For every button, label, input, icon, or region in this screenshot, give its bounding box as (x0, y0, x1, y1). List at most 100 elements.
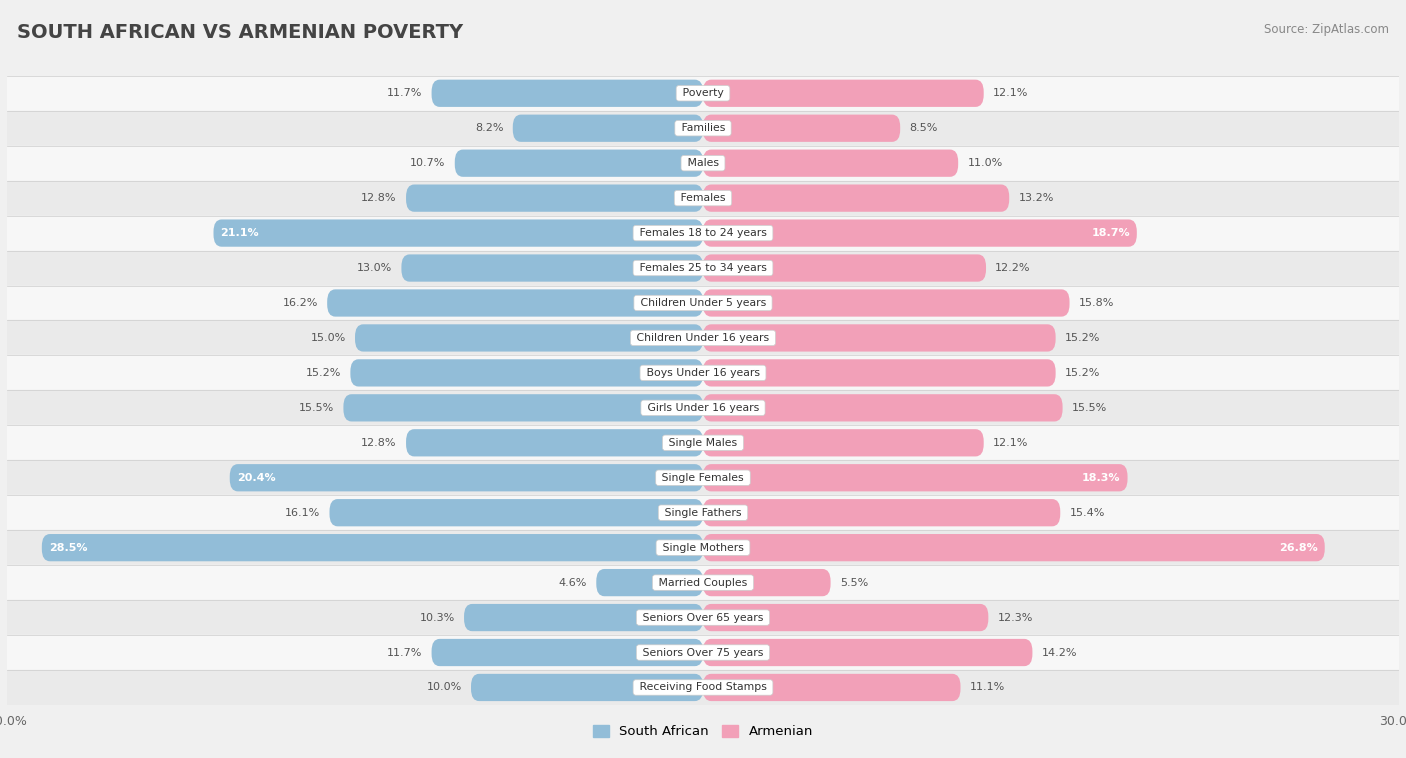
Text: Boys Under 16 years: Boys Under 16 years (643, 368, 763, 378)
FancyBboxPatch shape (343, 394, 703, 421)
Text: 15.2%: 15.2% (1064, 333, 1101, 343)
FancyBboxPatch shape (703, 604, 988, 631)
Text: Children Under 16 years: Children Under 16 years (633, 333, 773, 343)
Bar (7, 425, 1399, 460)
Bar (7, 530, 1399, 565)
Text: 12.8%: 12.8% (361, 438, 396, 448)
FancyBboxPatch shape (703, 255, 986, 282)
FancyBboxPatch shape (703, 429, 984, 456)
Text: 18.3%: 18.3% (1083, 473, 1121, 483)
Text: 15.5%: 15.5% (299, 402, 335, 413)
Text: 11.1%: 11.1% (970, 682, 1005, 693)
Text: 15.8%: 15.8% (1078, 298, 1114, 308)
Text: 8.2%: 8.2% (475, 124, 503, 133)
Text: 15.4%: 15.4% (1070, 508, 1105, 518)
Text: 14.2%: 14.2% (1042, 647, 1077, 657)
Text: Single Males: Single Males (665, 438, 741, 448)
FancyBboxPatch shape (703, 80, 984, 107)
FancyBboxPatch shape (513, 114, 703, 142)
Text: 16.1%: 16.1% (285, 508, 321, 518)
Text: Source: ZipAtlas.com: Source: ZipAtlas.com (1264, 23, 1389, 36)
Text: Single Fathers: Single Fathers (661, 508, 745, 518)
Text: 10.3%: 10.3% (419, 612, 454, 622)
Text: Receiving Food Stamps: Receiving Food Stamps (636, 682, 770, 693)
FancyBboxPatch shape (703, 149, 959, 177)
FancyBboxPatch shape (703, 464, 1128, 491)
FancyBboxPatch shape (703, 220, 1137, 246)
FancyBboxPatch shape (703, 534, 1324, 561)
FancyBboxPatch shape (42, 534, 703, 561)
FancyBboxPatch shape (329, 499, 703, 526)
Text: 11.0%: 11.0% (967, 158, 1002, 168)
Text: Single Mothers: Single Mothers (659, 543, 747, 553)
Bar (7, 495, 1399, 530)
Text: 20.4%: 20.4% (236, 473, 276, 483)
FancyBboxPatch shape (703, 359, 1056, 387)
Text: 28.5%: 28.5% (49, 543, 87, 553)
FancyBboxPatch shape (703, 639, 1032, 666)
Text: Girls Under 16 years: Girls Under 16 years (644, 402, 762, 413)
FancyBboxPatch shape (406, 429, 703, 456)
Text: 15.2%: 15.2% (1064, 368, 1101, 378)
FancyBboxPatch shape (464, 604, 703, 631)
Bar (7, 356, 1399, 390)
Text: Married Couples: Married Couples (655, 578, 751, 587)
FancyBboxPatch shape (703, 569, 831, 597)
Text: Families: Families (678, 124, 728, 133)
Bar (7, 251, 1399, 286)
FancyBboxPatch shape (703, 394, 1063, 421)
Bar (7, 565, 1399, 600)
Text: 12.1%: 12.1% (993, 88, 1028, 99)
FancyBboxPatch shape (703, 324, 1056, 352)
Bar (7, 635, 1399, 670)
Bar (7, 321, 1399, 356)
Text: Seniors Over 65 years: Seniors Over 65 years (640, 612, 766, 622)
Bar (7, 215, 1399, 251)
Legend: South African, Armenian: South African, Armenian (589, 721, 817, 742)
Text: 12.3%: 12.3% (998, 612, 1033, 622)
Bar (7, 286, 1399, 321)
FancyBboxPatch shape (354, 324, 703, 352)
Text: Seniors Over 75 years: Seniors Over 75 years (640, 647, 766, 657)
FancyBboxPatch shape (214, 220, 703, 246)
FancyBboxPatch shape (229, 464, 703, 491)
Text: 11.7%: 11.7% (387, 647, 422, 657)
Text: 8.5%: 8.5% (910, 124, 938, 133)
FancyBboxPatch shape (328, 290, 703, 317)
Text: 18.7%: 18.7% (1091, 228, 1130, 238)
Text: Females: Females (678, 193, 728, 203)
FancyBboxPatch shape (454, 149, 703, 177)
Bar (7, 390, 1399, 425)
Text: Poverty: Poverty (679, 88, 727, 99)
Text: Males: Males (683, 158, 723, 168)
Text: 15.2%: 15.2% (305, 368, 342, 378)
FancyBboxPatch shape (350, 359, 703, 387)
Text: 10.0%: 10.0% (426, 682, 461, 693)
Text: 10.7%: 10.7% (411, 158, 446, 168)
Text: Children Under 5 years: Children Under 5 years (637, 298, 769, 308)
FancyBboxPatch shape (596, 569, 703, 597)
Text: 12.1%: 12.1% (993, 438, 1028, 448)
Text: 12.8%: 12.8% (361, 193, 396, 203)
FancyBboxPatch shape (703, 114, 900, 142)
FancyBboxPatch shape (402, 255, 703, 282)
FancyBboxPatch shape (703, 184, 1010, 211)
Text: 26.8%: 26.8% (1279, 543, 1317, 553)
FancyBboxPatch shape (703, 674, 960, 701)
FancyBboxPatch shape (703, 290, 1070, 317)
FancyBboxPatch shape (432, 639, 703, 666)
Text: 21.1%: 21.1% (221, 228, 259, 238)
Text: Females 25 to 34 years: Females 25 to 34 years (636, 263, 770, 273)
Text: 12.2%: 12.2% (995, 263, 1031, 273)
Text: 13.0%: 13.0% (357, 263, 392, 273)
Text: Single Females: Single Females (658, 473, 748, 483)
Text: 15.5%: 15.5% (1071, 402, 1107, 413)
Bar (7, 670, 1399, 705)
Bar (7, 76, 1399, 111)
FancyBboxPatch shape (471, 674, 703, 701)
FancyBboxPatch shape (703, 499, 1060, 526)
FancyBboxPatch shape (432, 80, 703, 107)
Text: 13.2%: 13.2% (1018, 193, 1054, 203)
Bar (7, 146, 1399, 180)
Text: 16.2%: 16.2% (283, 298, 318, 308)
